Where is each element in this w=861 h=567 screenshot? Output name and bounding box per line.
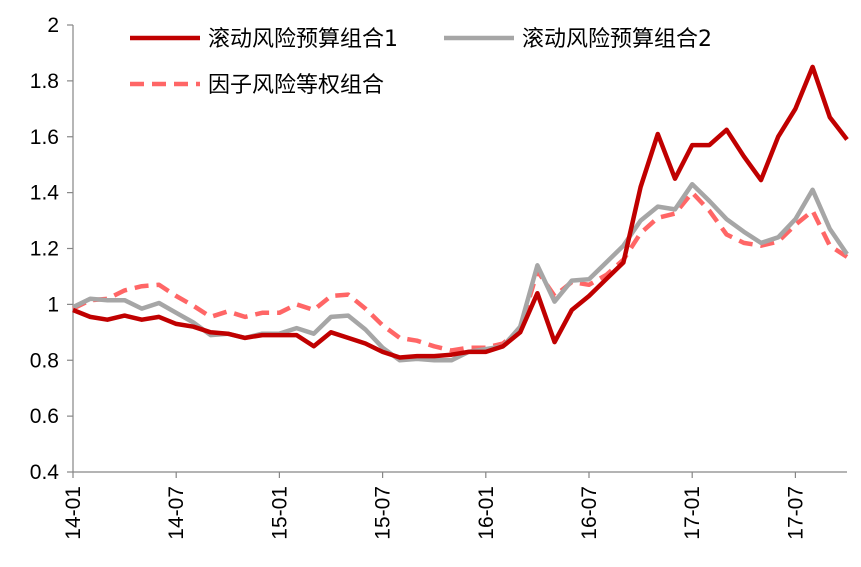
y-axis: 0.4 0.6 0.8 1 1.2 1.4 1.6 1.8 2: [30, 14, 74, 484]
series-line-3: [72, 190, 849, 353]
x-tick-label: 15-07: [372, 486, 395, 540]
x-tick-label: 16-01: [475, 486, 498, 540]
y-tick-label: 0.4: [30, 461, 60, 484]
x-axis: 14-01 14-07 15-01 15-07 16-01 16-07 17-01 17-07: [62, 471, 847, 540]
x-tick-label: 14-07: [165, 486, 188, 540]
y-tick-label: 1: [47, 293, 59, 316]
y-tick-label: 1.8: [30, 70, 59, 93]
x-tick-label: 16-07: [578, 486, 601, 540]
legend: 滚动风险预算组合1 滚动风险预算组合2 因子风险等权组合: [130, 27, 712, 98]
series-line-1: [72, 64, 849, 360]
series-line-2: [72, 181, 849, 363]
y-tick-label: 2: [47, 14, 59, 37]
y-tick-label: 0.8: [30, 349, 59, 372]
x-tick-label: 14-01: [62, 486, 85, 540]
legend-label-3: 因子风险等权组合: [208, 73, 384, 98]
y-tick-label: 1.4: [30, 182, 60, 205]
legend-label-2: 滚动风险预算组合2: [522, 27, 712, 52]
x-tick-label: 15-01: [268, 486, 291, 540]
y-tick-label: 1.2: [30, 238, 59, 261]
legend-label-1: 滚动风险预算组合1: [208, 27, 398, 52]
series-layer: [72, 64, 849, 363]
y-tick-label: 0.6: [30, 405, 59, 428]
x-tick-label: 17-01: [681, 486, 704, 540]
y-tick-label: 1.6: [30, 126, 59, 149]
x-tick-label: 17-07: [784, 486, 807, 540]
